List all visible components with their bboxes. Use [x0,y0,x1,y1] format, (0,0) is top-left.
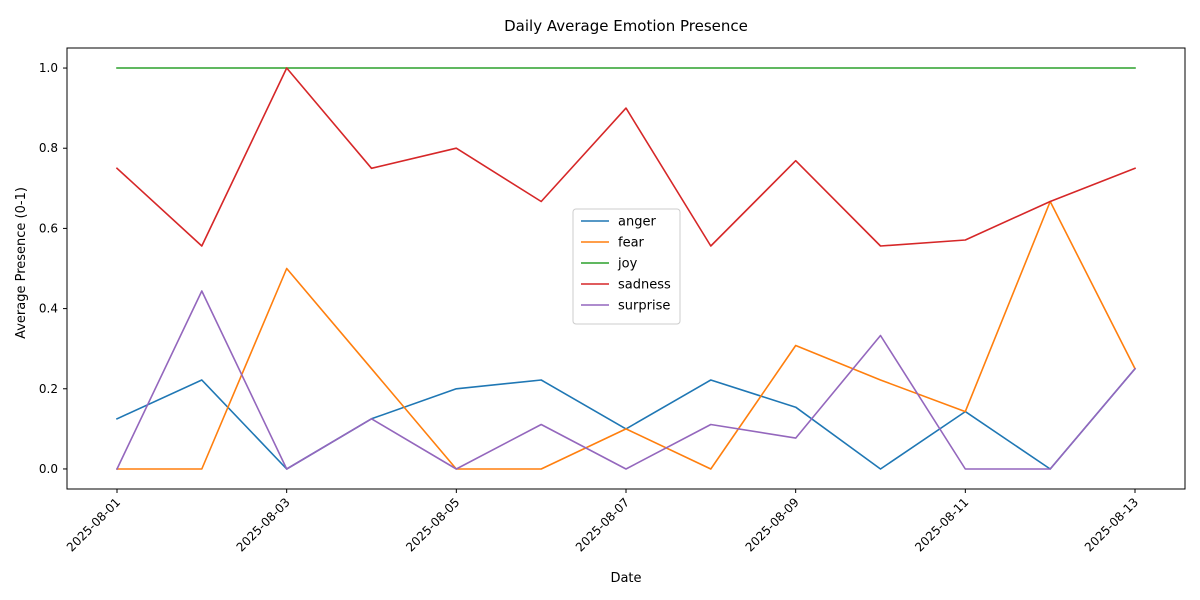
legend-label-sadness: sadness [618,278,671,293]
x-tick-label: 2025-08-07 [573,495,632,554]
legend-label-surprise: surprise [618,299,670,314]
x-tick-label: 2025-08-13 [1082,495,1141,554]
series-line-sadness [115,67,1137,247]
y-axis-label: Average Presence (0-1) [14,187,29,339]
x-tick-label: 2025-08-01 [64,495,123,554]
x-tick-label: 2025-08-05 [403,495,462,554]
y-tick-label: 1.0 [39,61,58,75]
y-tick-label: 0.0 [39,462,58,476]
y-tick-label: 0.6 [39,221,58,235]
y-tick-label: 0.2 [39,382,58,396]
series-line-anger [115,367,1137,470]
y-tick-label: 0.8 [39,141,58,155]
y-tick-label: 0.4 [39,302,58,316]
legend-label-fear: fear [618,236,645,251]
legend-label-anger: anger [618,215,656,230]
x-tick-label: 2025-08-03 [234,495,293,554]
chart-title: Daily Average Emotion Presence [504,17,748,35]
x-tick-label: 2025-08-09 [743,495,802,554]
legend-label-joy: joy [617,257,638,272]
x-tick-label: 2025-08-11 [912,495,971,554]
x-axis-label: Date [610,571,641,586]
legend: anger fear joy sadness surprise [572,208,681,325]
series-line-surprise [115,290,1137,471]
series-line-fear [116,200,1137,470]
legend-frame [572,208,681,325]
